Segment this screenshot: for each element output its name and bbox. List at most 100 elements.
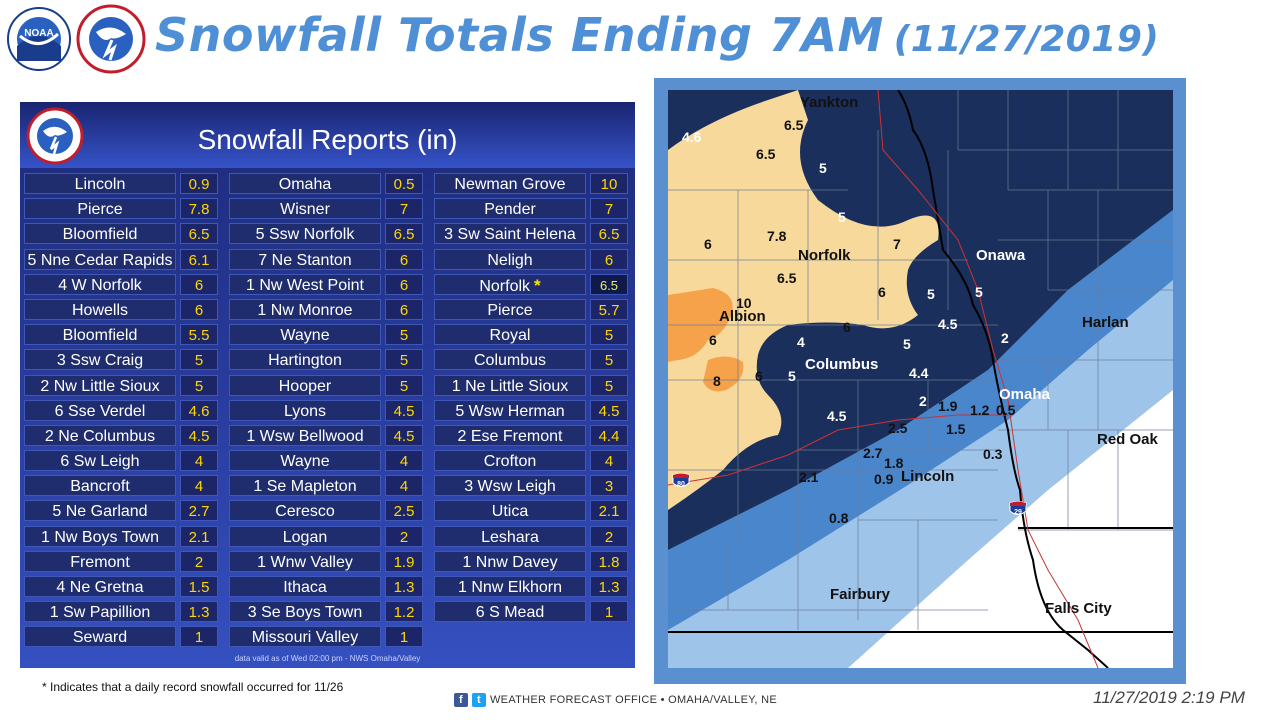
map-value: 4.5 [938,316,958,332]
data-valid-note: data valid as of Wed 02:00 pm - NWS Omah… [234,654,421,663]
report-location-text: Ceresco [275,503,335,521]
report-location: 5 Ssw Norfolk [229,223,381,245]
svg-text:NOAA: NOAA [24,28,53,39]
map-value: 10 [736,295,752,311]
report-value: 4.5 [590,399,628,421]
report-location: Pierce [434,298,586,320]
report-location-text: Bancroft [70,478,130,496]
report-location-text: 1 Nnw Elkhorn [457,579,563,596]
reports-column-2: Omaha 0.5 Wisner 7 5 Ssw Norfolk 6.5 7 Ne Stan… [229,173,429,652]
report-location-text: Lyons [283,402,327,420]
map-value: 5 [927,286,935,302]
map-value: 7 [893,236,901,252]
panel-header [20,102,635,168]
report-location: 1 Nnw Elkhorn [434,576,586,597]
report-location-text: 6 Sw Leigh [60,453,140,471]
report-location: Bloomfield [24,324,176,346]
map-value: 5 [975,284,983,300]
report-location: Royal [434,324,586,346]
map-value: 6.5 [784,117,804,133]
report-row: 6 Sw Leigh 4 [24,450,224,472]
map-value: 2 [919,393,927,409]
facebook-icon[interactable]: f [454,693,468,707]
report-location: 3 Se Boys Town [229,601,381,623]
report-value: 2 [385,525,423,547]
report-value: 4 [180,450,218,472]
report-value: 1 [180,626,218,648]
report-location: 6 Sw Leigh [24,450,176,472]
report-location: 5 Nne Cedar Rapids [24,248,176,270]
report-location: Howells [24,298,176,320]
city-fairbury: Fairbury [830,586,891,603]
report-row: 6 Sse Verdel 4.6 [24,399,224,422]
map-value: 6 [878,284,886,300]
report-location-text: 2 Nw Little Sioux [40,377,160,395]
city-columbus: Columbus [805,356,879,373]
report-location: Logan [229,525,381,547]
report-value: 1.9 [385,550,423,572]
report-location: Neligh [434,248,586,270]
report-location-text: Wayne [280,327,330,345]
interstate-29 [877,90,1099,668]
report-row: Wayne 4 [229,450,429,472]
report-location: Lincoln [24,173,176,194]
report-row: Bloomfield 6.5 [24,223,224,245]
report-location-text: 5 Ssw Norfolk [255,226,355,244]
map-value: 6.5 [777,270,797,286]
report-location: Hooper [229,374,381,396]
report-row: Crofton 4 [434,450,634,472]
report-location: Utica [434,500,586,522]
report-location: 1 Wnw Valley [229,550,381,572]
noaa-logo: NOAA [7,7,71,71]
report-location: Missouri Valley [229,626,381,648]
map-value: 8 [713,373,721,389]
report-location-text: Pender [484,201,536,219]
report-value: 6 [385,298,423,320]
report-location-text: 4 Ne Gretna [56,579,144,596]
i80-shield-icon: 80 [672,473,690,488]
report-value: 1.8 [590,550,628,572]
i29-label: 29 [1014,509,1022,516]
report-location-text: Royal [489,327,531,345]
report-location: Pierce [24,198,176,220]
report-value: 1.5 [180,576,218,597]
report-value: 6 [180,273,218,295]
report-location: 1 Sw Papillion [24,601,176,623]
city-albion: Albion [719,308,766,325]
report-value: 2.1 [590,500,628,522]
report-row: Utica 2.1 [434,500,634,522]
twitter-icon[interactable]: t [472,693,486,707]
report-row: 1 Ne Little Sioux 5 [434,374,634,397]
interstate-80 [668,414,1008,486]
report-location-text: Missouri Valley [251,629,359,647]
report-location: Leshara [434,525,586,547]
report-row: Seward 1 [24,626,224,648]
report-row: Lincoln 0.9 [24,173,224,195]
city-falls-city: Falls City [1045,600,1112,617]
report-value: 6 [385,273,423,295]
report-location-text: Logan [282,528,328,546]
report-location: 6 S Mead [434,601,586,623]
nws-logo-small [26,107,84,165]
report-location: Columbus [434,349,586,371]
report-location-text: 6 S Mead [475,604,545,622]
report-row: Hartington 5 [229,349,429,371]
report-location-text: Omaha [278,176,332,193]
report-location: 1 Nnw Davey [434,550,586,572]
report-location: Wayne [229,324,381,346]
report-location: Seward [24,626,176,648]
report-value: 0.5 [385,173,423,194]
reports-column-1: Lincoln 0.9 Pierce 7.8 Bloomfield 6.5 5 Nne Ce… [24,173,224,652]
map-light-zone [668,280,1173,668]
map-no-snow-zone [848,390,1173,668]
report-location-text: 3 Ssw Craig [56,352,144,370]
city-yankton: Yankton [800,94,859,111]
report-location: 4 W Norfolk [24,273,176,295]
report-location-text: Wisner [280,201,330,219]
city-omaha: Omaha [999,386,1050,403]
report-value: 4 [385,475,423,497]
report-location-text: 1 Nnw Davey [462,553,558,571]
report-location-text: Pierce [77,201,123,219]
report-value: 10 [590,173,628,194]
report-location: Ceresco [229,500,381,522]
